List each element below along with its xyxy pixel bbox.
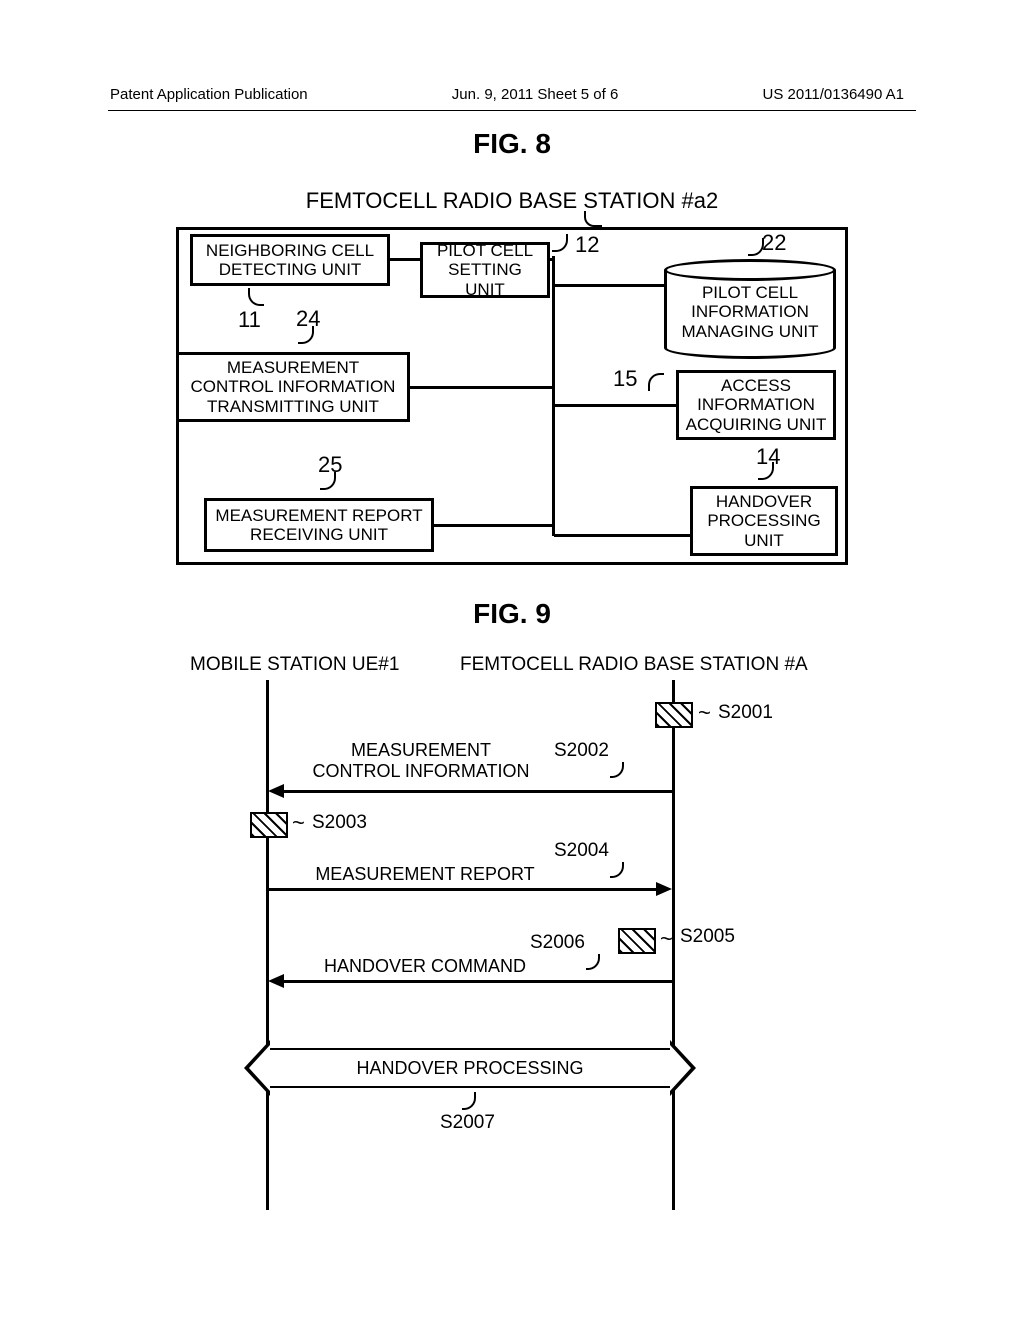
box-measurement-control-tx: MEASUREMENT CONTROL INFORMATION TRANSMIT…	[176, 352, 410, 422]
msg-measurement-report: MEASUREMENT REPORT	[300, 864, 550, 885]
tilde-icon: ~	[660, 926, 673, 952]
lead-s2004	[610, 862, 624, 878]
step-box-s2005	[618, 928, 656, 954]
ref-25: 25	[318, 452, 342, 478]
arrowhead-s2004	[656, 882, 672, 896]
cylinder-label: PILOT CELL INFORMATION MANAGING UNIT	[667, 270, 833, 348]
lead-s2002	[610, 762, 624, 778]
box-label: MEASUREMENT REPORT RECEIVING UNIT	[215, 506, 422, 544]
lead-s2006	[586, 954, 600, 970]
arrowhead-s2002	[268, 784, 284, 798]
fig8-bus	[552, 256, 555, 536]
ref-s2007: S2007	[440, 1112, 495, 1134]
box-access-info-acquiring: ACCESS INFORMATION ACQUIRING UNIT	[676, 370, 836, 440]
ref-15: 15	[613, 366, 637, 392]
actor-bs: FEMTOCELL RADIO BASE STATION #A	[460, 654, 808, 676]
fig8-title: FEMTOCELL RADIO BASE STATION #a2	[0, 188, 1024, 214]
big-arrow-body: HANDOVER PROCESSING	[270, 1048, 670, 1088]
big-arrow-head-left	[244, 1040, 270, 1096]
box-label: HANDOVER PROCESSING UNIT	[707, 492, 820, 549]
box-handover-processing: HANDOVER PROCESSING UNIT	[690, 486, 838, 556]
conn-bus-cyl	[554, 284, 664, 287]
actor-ue: MOBILE STATION UE#1	[190, 654, 399, 676]
box-label: ACCESS INFORMATION ACQUIRING UNIT	[686, 376, 827, 433]
msg-handover-processing: HANDOVER PROCESSING	[270, 1058, 670, 1079]
arrow-s2002	[282, 790, 672, 793]
lead-15	[648, 373, 664, 391]
box-label: NEIGHBORING CELL DETECTING UNIT	[206, 241, 374, 279]
big-arrow-head-right	[670, 1040, 696, 1096]
tilde-icon: ~	[292, 810, 305, 836]
cylinder-pilot-info: PILOT CELL INFORMATION MANAGING UNIT	[664, 270, 836, 348]
header-right: US 2011/0136490 A1	[762, 86, 904, 103]
ref-14: 14	[756, 444, 780, 470]
ref-s2002: S2002	[554, 740, 609, 762]
box-pilot-cell-setting: PILOT CELL SETTING UNIT	[420, 242, 550, 298]
lead-s2007	[462, 1092, 476, 1110]
ref-24: 24	[296, 306, 320, 332]
header-left: Patent Application Publication	[110, 86, 308, 103]
conn-bus-access	[554, 404, 676, 407]
step-box-s2001	[655, 702, 693, 728]
arrowhead-s2006	[268, 974, 284, 988]
step-box-s2003	[250, 812, 288, 838]
conn-bus-handover	[554, 534, 690, 537]
msg-measurement-control: MEASUREMENT CONTROL INFORMATION	[296, 740, 546, 782]
fig9-label: FIG. 9	[0, 598, 1024, 630]
msg-handover-command: HANDOVER COMMAND	[300, 956, 550, 977]
ref-s2005: S2005	[680, 926, 735, 948]
ref-12: 12	[575, 232, 599, 258]
fig8-label: FIG. 8	[0, 128, 1024, 160]
box-label: MEASUREMENT CONTROL INFORMATION TRANSMIT…	[191, 358, 396, 415]
ref-22: 22	[762, 230, 786, 256]
arrow-s2006	[282, 980, 672, 983]
arrow-s2004	[268, 888, 656, 891]
lifeline-ue	[266, 680, 269, 1210]
ref-11: 11	[238, 307, 261, 333]
ref-s2003: S2003	[312, 812, 367, 834]
conn-measrep-bus	[434, 524, 552, 527]
header-rule	[108, 110, 916, 111]
box-label: PILOT CELL SETTING UNIT	[427, 241, 543, 298]
ref-s2001: S2001	[718, 702, 773, 724]
conn-measctrl-bus	[410, 386, 552, 389]
ref-s2006: S2006	[530, 932, 585, 954]
ref-s2004: S2004	[554, 840, 609, 862]
box-measurement-report-rx: MEASUREMENT REPORT RECEIVING UNIT	[204, 498, 434, 552]
page-header: Patent Application Publication Jun. 9, 2…	[0, 86, 1024, 103]
fig8-title-leader	[584, 211, 602, 227]
tilde-icon: ~	[698, 700, 711, 726]
box-neighboring-cell-detecting: NEIGHBORING CELL DETECTING UNIT	[190, 234, 390, 286]
header-center: Jun. 9, 2011 Sheet 5 of 6	[452, 86, 619, 103]
